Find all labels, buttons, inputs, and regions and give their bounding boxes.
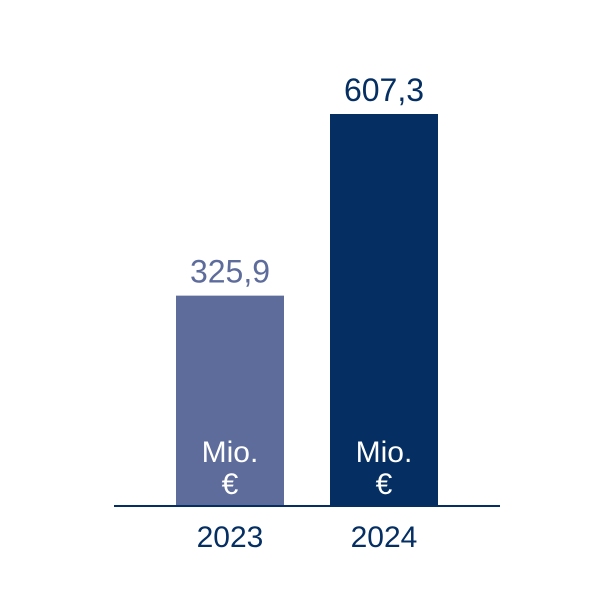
bar-2023 [176,295,284,506]
value-label-2024: 607,3 [344,72,424,108]
value-label-2023: 325,9 [190,254,270,290]
unit-label-line2-2023: € [222,468,239,501]
bar-2024 [330,114,438,506]
unit-label-line2-2024: € [376,468,393,501]
unit-label-line1-2023: Mio. [202,436,259,469]
category-label-2023: 2023 [197,521,264,554]
category-label-2024: 2024 [351,521,418,554]
unit-label-line1-2024: Mio. [356,436,413,469]
